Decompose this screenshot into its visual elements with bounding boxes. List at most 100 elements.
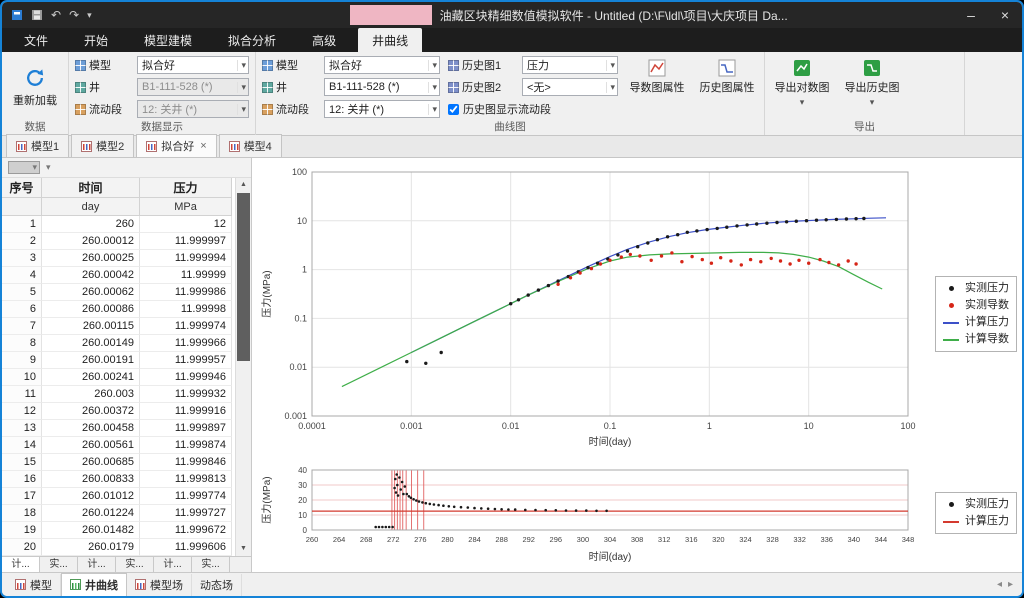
table-row[interactable]: 2260.0001211.999997 [2,233,235,250]
column-header-time[interactable]: 时间 [42,178,140,198]
history2-combobox[interactable]: <无> ▾ [522,78,618,96]
column-header-index[interactable]: 序号 [2,178,42,198]
sheet-tab-calc[interactable]: 计... [78,557,116,572]
scroll-down-icon[interactable]: ▼ [236,542,251,556]
sheet-tab-meas[interactable]: 实... [192,557,230,572]
well-curves-icon [70,579,81,590]
sheet-tab-meas[interactable]: 实... [116,557,154,572]
scrollbar-thumb[interactable] [237,193,250,361]
table-row[interactable]: 18260.0122411.999727 [2,505,235,522]
table-row[interactable]: 20260.017911.999606 [2,539,235,556]
table-row[interactable]: 6260.0008611.99998 [2,301,235,318]
statusbar-tab-model-field[interactable]: 模型场 [127,574,192,596]
tab-start[interactable]: 开始 [70,28,122,52]
curve-model-combobox[interactable]: 拟合好 ▾ [324,56,440,74]
scroll-up-icon[interactable]: ▲ [236,178,251,192]
table-scrollbar[interactable]: ▲ ▼ [235,178,251,556]
display-model-combobox[interactable]: 拟合好 ▾ [137,56,249,74]
display-well-combobox[interactable]: B1-111-528 (*) ▾ [137,78,249,96]
table-row[interactable]: 11260.00311.999932 [2,386,235,403]
svg-text:308: 308 [631,535,644,544]
statusbar-tab-label: 井曲线 [85,577,118,593]
table-cell: 14 [2,437,42,454]
table-row[interactable]: 8260.0014911.999966 [2,335,235,352]
loglog-pressure-derivative-chart[interactable]: 0.00010.0010.010.11101001001010.10.010.0… [258,162,930,462]
history1-combobox[interactable]: 压力 ▾ [522,56,618,74]
sheet-tab-calc[interactable]: 计... [154,557,192,572]
history-flow-segment-checkbox-label: 历史图显示流动段 [463,101,551,117]
history-chart-legend: 实测压力计算压力 [935,492,1017,534]
statusbar-tab-model[interactable]: 模型 [7,574,61,596]
table-cell: 11.999957 [140,352,232,369]
table-row[interactable]: 5260.0006211.999986 [2,284,235,301]
table-row[interactable]: 12260.0037211.999916 [2,403,235,420]
minimize-button[interactable]: – [954,2,988,28]
sheet-tab-meas[interactable]: 实... [40,557,78,572]
chart-doc-icon [146,141,157,152]
table-cell: 11.999813 [140,471,232,488]
svg-text:324: 324 [739,535,752,544]
table-wrap: 序号 时间 压力 day MPa 1260122260.0001211.9999… [2,178,251,556]
history-pressure-chart[interactable]: 2602642682722762802842882922963003043083… [258,464,930,570]
undo-icon[interactable]: ↶ [51,9,61,21]
qat-customize-caret-icon[interactable]: ▾ [87,11,92,20]
history-flow-segment-checkbox[interactable] [448,104,459,115]
display-flow-combobox[interactable]: 12: 关井 (*) ▾ [137,100,249,118]
table-row[interactable]: 14260.0056111.999874 [2,437,235,454]
tab-advanced[interactable]: 高级 [298,28,350,52]
tab-well-curves[interactable]: 井曲线 [358,28,422,52]
redo-icon[interactable]: ↷ [69,9,79,21]
reload-label: 重新加载 [13,92,57,108]
table-row[interactable]: 13260.0045811.999897 [2,420,235,437]
table-cell: 260.00149 [42,335,140,352]
prev-tab-arrow-icon[interactable]: ◂ [997,579,1002,590]
statusbar-tab-well-curves[interactable]: 井曲线 [61,573,127,597]
tab-fitting-analysis[interactable]: 拟合分析 [214,28,290,52]
table-cell: 260 [42,216,140,233]
table-row[interactable]: 16260.0083311.999813 [2,471,235,488]
export-log-plot-label: 导出对数图 [775,79,830,95]
table-row[interactable]: 3260.0002511.999994 [2,250,235,267]
table-row[interactable]: 4260.0004211.99999 [2,267,235,284]
table-row[interactable]: 15260.0068511.999846 [2,454,235,471]
legend-dot-icon [943,286,959,291]
close-tab-icon[interactable]: × [200,140,206,152]
table-series-selector[interactable]: ▾ [8,161,40,174]
display-well-label: 井 [89,79,133,95]
export-log-plot-button[interactable]: 导出对数图 ▾ [771,55,833,120]
doc-tab-model4[interactable]: 模型4 [219,134,282,157]
statusbar-tab-label: 动态场 [200,577,233,593]
doc-tab-model2[interactable]: 模型2 [71,134,134,157]
table-row[interactable]: 126012 [2,216,235,233]
close-button[interactable]: × [988,2,1022,28]
table-row[interactable]: 10260.0024111.999946 [2,369,235,386]
column-header-pressure[interactable]: 压力 [140,178,232,198]
tab-model-building[interactable]: 模型建模 [130,28,206,52]
curve-flow-combobox[interactable]: 12: 关井 (*) ▾ [324,100,440,118]
svg-text:344: 344 [875,535,888,544]
doc-tab-model1[interactable]: 模型1 [6,134,69,157]
next-tab-arrow-icon[interactable]: ▸ [1008,579,1013,590]
derivative-plot-properties-button[interactable]: 导数图属性 [626,55,688,120]
history-plot-properties-button[interactable]: 历史图属性 [696,55,758,120]
doc-tab-fit[interactable]: 拟合好 × [136,134,216,157]
table-cell: 260.00012 [42,233,140,250]
sheet-tab-calc[interactable]: 计... [2,557,40,572]
statusbar-tab-dynamic-field[interactable]: 动态场 [192,574,242,596]
tab-file[interactable]: 文件 [10,28,62,52]
save-icon[interactable] [31,9,43,21]
legend-entry: 计算压力 [943,513,1009,530]
table-cell: 8 [2,335,42,352]
table-row[interactable]: 9260.0019111.999957 [2,352,235,369]
export-history-plot-button[interactable]: 导出历史图 ▾ [841,55,903,120]
table-options-caret-icon[interactable]: ▾ [46,162,51,173]
curve-well-combobox[interactable]: B1-111-528 (*) ▾ [324,78,440,96]
reload-button[interactable]: 重新加载 [8,55,62,120]
quick-access-toolbar: ↶ ↷ ▾ [11,9,92,21]
table-row[interactable]: 17260.0101211.999774 [2,488,235,505]
chart-doc-icon [15,579,26,590]
table-header-row: 序号 时间 压力 [2,178,235,198]
table-row[interactable]: 19260.0148211.999672 [2,522,235,539]
svg-text:332: 332 [793,535,806,544]
table-row[interactable]: 7260.0011511.999974 [2,318,235,335]
